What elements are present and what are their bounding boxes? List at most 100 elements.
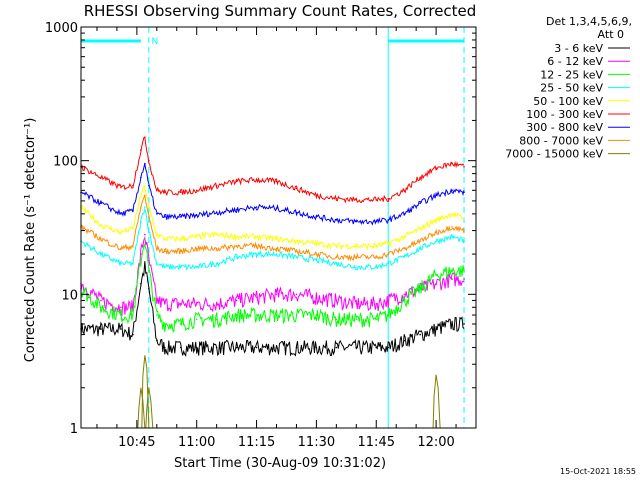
- legend-label: 25 - 50 keV: [540, 82, 603, 95]
- series-100to300kev-point: [215, 184, 218, 187]
- series-3to6kev-point: [179, 346, 182, 349]
- series-3to6kev-point: [275, 346, 278, 349]
- plot-frame: [80, 26, 477, 429]
- series-12to25kev-point: [387, 314, 390, 316]
- series-300to800kev-point: [375, 220, 378, 223]
- legend-label: 7000 - 15000 keV: [505, 148, 603, 161]
- series-100to300kev-point: [463, 165, 465, 168]
- series-3to6kev-point: [235, 346, 238, 349]
- series-800to7000kev-point: [156, 247, 158, 250]
- legend-label: 12 - 25 keV: [540, 68, 603, 81]
- series-100to300kev-point: [387, 197, 390, 200]
- series-12to25kev-point: [100, 306, 102, 309]
- series-100to300kev-point: [435, 167, 437, 169]
- series-800to7000kev-point: [144, 194, 146, 197]
- series-50to100kev-point: [215, 233, 218, 236]
- series-25to50kev-point: [435, 240, 437, 242]
- series-6to12kev-point: [403, 293, 405, 296]
- series-3to6kev-point: [140, 282, 142, 285]
- series-12to25kev-point: [215, 318, 218, 321]
- series-50to100kev-point: [463, 217, 465, 220]
- series-25to50kev-point: [375, 266, 378, 268]
- legend-label: 50 - 100 keV: [533, 95, 603, 108]
- series-3to6kev-point: [148, 288, 150, 290]
- series-6to12kev-point: [451, 278, 453, 280]
- series-6to12kev-point: [140, 253, 142, 255]
- series-800to7000kev-point: [295, 250, 298, 253]
- series-100to300kev-point: [179, 191, 182, 194]
- series-800to7000kev-point: [315, 253, 318, 255]
- series-50to100kev-point: [335, 245, 338, 247]
- x-tick-label: 11:45: [358, 435, 395, 450]
- series-800to7000kev-point: [387, 253, 390, 255]
- series-25to50kev-point: [156, 262, 158, 265]
- series-12to25kev-point: [375, 318, 378, 321]
- series-12to25kev-point: [403, 299, 405, 302]
- series-25to50kev-point: [335, 262, 338, 265]
- series-3to6kev-point: [315, 346, 318, 349]
- series-300to800kev-point: [419, 202, 421, 205]
- series-12to25kev-point: [163, 323, 166, 325]
- series-100to300kev-point: [148, 159, 150, 162]
- series-50to100kev-point: [120, 231, 122, 234]
- series-3to6kev-point: [387, 346, 390, 349]
- legend-header-line-2: Att 0: [598, 28, 624, 41]
- series-6to12kev-point: [387, 299, 390, 302]
- series-25to50kev-point: [275, 253, 278, 255]
- series-100to300kev-point: [156, 189, 158, 192]
- legend-label: 3 - 6 keV: [554, 42, 603, 55]
- series-300to800kev-point: [295, 211, 298, 214]
- legend-label: 100 - 300 keV: [526, 108, 603, 121]
- x-tick-label: 11:30: [298, 435, 335, 450]
- series-50to100kev-point: [403, 235, 405, 238]
- series-300to800kev-point: [120, 213, 122, 215]
- series-300to800kev-point: [335, 219, 338, 221]
- series-6to12kev-point: [255, 296, 258, 299]
- series-25to50kev-point: [451, 235, 453, 238]
- series-25to50kev-point: [100, 253, 102, 255]
- series-50to100kev-point: [355, 245, 358, 247]
- y-tick-label: 1: [70, 422, 78, 437]
- series-800to7000kev-point: [148, 216, 150, 218]
- series-6to12kev-point: [156, 299, 158, 302]
- series-50to100kev-point: [419, 227, 421, 230]
- series-3to6kev-point: [335, 346, 338, 349]
- series-100to300kev-point: [451, 162, 453, 165]
- series-800to7000kev-point: [140, 206, 142, 208]
- x-axis-label: Start Time (30-Aug-09 10:31:02): [174, 456, 386, 471]
- series-50to100kev-point: [387, 242, 390, 245]
- series-3to6kev-line: [80, 261, 465, 357]
- legend-label: 800 - 7000 keV: [519, 134, 603, 147]
- series-800to7000kev-point: [215, 247, 218, 250]
- series-6to12kev-point: [100, 299, 102, 302]
- series-50to100kev-point: [275, 238, 278, 240]
- series-3to6kev-point: [132, 333, 134, 336]
- x-tick-label: 11:00: [178, 435, 215, 450]
- series-25to50kev-point: [355, 266, 358, 268]
- series-12to25kev-point: [132, 314, 134, 316]
- series-3to6kev-point: [195, 346, 198, 349]
- series-800to7000kev-point: [403, 247, 405, 250]
- series-12to25kev-point: [355, 318, 358, 321]
- series-6to12kev-point: [235, 299, 238, 302]
- series-25to50kev-point: [419, 247, 421, 250]
- series-50to100kev-point: [375, 245, 378, 247]
- series-100to300kev-point: [140, 149, 142, 151]
- series-800to7000kev-point: [120, 247, 122, 250]
- series-25to50kev-point: [463, 240, 465, 242]
- series-6to12kev-point: [179, 302, 182, 305]
- series-12to25kev-point: [315, 314, 318, 316]
- series-6to12kev-point: [275, 293, 278, 296]
- series-3to6kev-point: [355, 346, 358, 349]
- series-100to300kev-point: [419, 176, 421, 179]
- series-300to800kev-point: [387, 219, 390, 221]
- series-12to25kev-line: [80, 242, 465, 334]
- series-3to6kev-point: [435, 328, 437, 330]
- series-6to12kev-point: [355, 302, 358, 305]
- series-50to100kev-point: [435, 219, 437, 221]
- series-300to800kev-point: [315, 216, 318, 218]
- series-12to25kev-point: [295, 314, 298, 316]
- series-300to800kev-point: [235, 208, 238, 211]
- series-50to100kev-point: [315, 242, 318, 245]
